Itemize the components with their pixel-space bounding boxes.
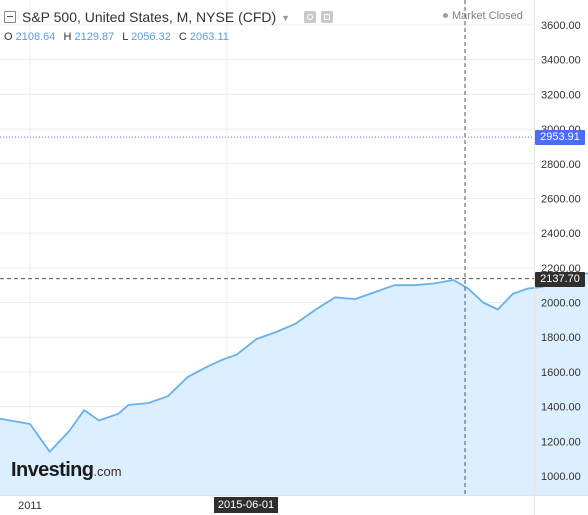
low-value: 2056.32 — [131, 31, 171, 43]
price-area — [0, 273, 588, 495]
y-tick-label: 1200.00 — [541, 436, 581, 448]
logo-suffix: .com — [93, 464, 122, 479]
x-axis-ticks: 2011201320172019 — [18, 500, 239, 512]
price-line — [0, 272, 588, 453]
last-price-tag: 2953.91 — [535, 130, 585, 146]
y-tick-label: 3200.00 — [541, 89, 581, 101]
y-tick-label: 1000.00 — [541, 471, 581, 483]
y-tick-label: 2000.00 — [541, 298, 581, 310]
y-axis-ticks: 1000.00 1200.00 1400.00 1600.00 1800.00 2000.… — [541, 20, 581, 483]
x-tick-label: 2011 — [18, 500, 42, 512]
investing-logo: Investing.com — [11, 459, 122, 482]
market-status: Market Closed — [443, 10, 523, 22]
y-tick-label: 2800.00 — [541, 159, 581, 171]
chart-title: S&P 500, United States, M, NYSE (CFD) — [22, 9, 277, 25]
collapse-icon[interactable] — [4, 11, 16, 23]
close-value: 2063.11 — [189, 31, 229, 43]
low-label: L — [122, 31, 129, 43]
high-value: 2129.87 — [74, 31, 115, 43]
y-tick-label: 3400.00 — [541, 55, 581, 67]
y-tick-label: 3600.00 — [541, 20, 581, 32]
logo-name: Investing — [11, 459, 94, 481]
y-tick-label: 1800.00 — [541, 332, 581, 344]
high-label: H — [63, 31, 72, 43]
ohlc-values: O 2108.64 H 2129.87 L 2056.32 C 2063.11 — [4, 31, 234, 43]
open-label: O — [4, 31, 13, 43]
market-status-text: Market Closed — [452, 10, 523, 22]
y-tick-label: 1600.00 — [541, 367, 581, 379]
status-dot-icon — [443, 12, 448, 18]
close-label: C — [178, 31, 187, 43]
chart-header: S&P 500, United States, M, NYSE (CFD) ▼ — [4, 6, 334, 28]
crosshair-date-tag: 2015-06-01 — [214, 497, 278, 513]
open-value: 2108.64 — [15, 31, 56, 43]
crosshair-price-tag: 2137.70 — [535, 271, 585, 287]
caret-down-icon[interactable]: ▼ — [281, 13, 291, 23]
y-axis-divider — [534, 0, 535, 515]
y-tick-label: 2600.00 — [541, 193, 581, 205]
y-tick-label: 1400.00 — [541, 402, 581, 414]
gear-icon[interactable] — [321, 11, 334, 23]
x-axis-divider — [0, 495, 588, 496]
eye-icon[interactable] — [304, 11, 317, 23]
y-tick-label: 2400.00 — [541, 228, 581, 240]
